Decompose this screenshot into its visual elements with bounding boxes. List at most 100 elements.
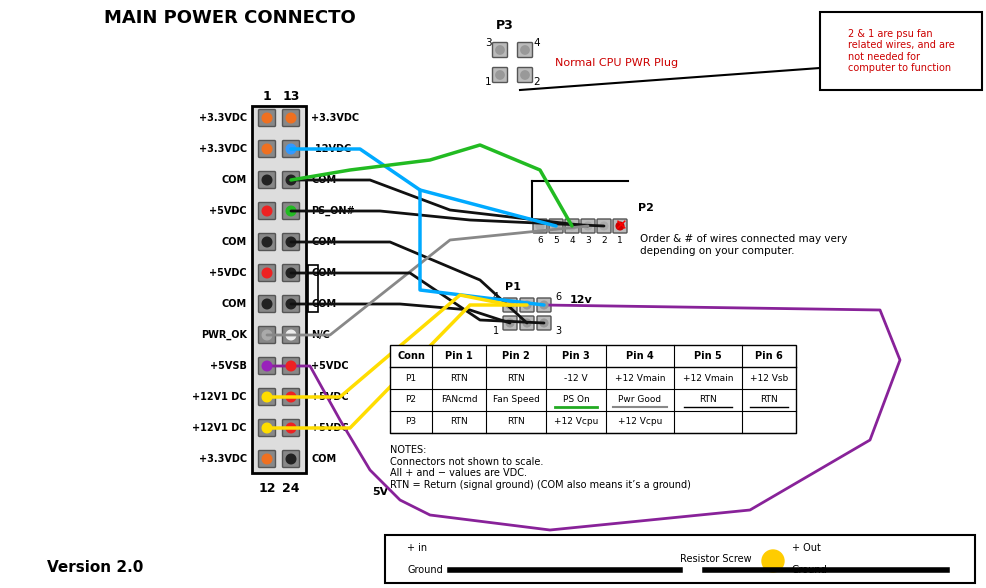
Circle shape bbox=[523, 319, 530, 327]
Circle shape bbox=[539, 319, 547, 327]
FancyBboxPatch shape bbox=[258, 265, 275, 282]
Text: +12 Vcpu: +12 Vcpu bbox=[553, 417, 598, 426]
Text: Fan Speed: Fan Speed bbox=[492, 396, 539, 405]
Text: 1: 1 bbox=[484, 77, 491, 87]
Circle shape bbox=[286, 361, 296, 371]
Text: Ground: Ground bbox=[791, 565, 827, 575]
Text: COM: COM bbox=[311, 175, 336, 185]
Text: P3: P3 bbox=[496, 18, 514, 32]
Circle shape bbox=[551, 222, 559, 230]
Circle shape bbox=[286, 454, 296, 464]
Text: +5VDC: +5VDC bbox=[209, 206, 246, 216]
Text: 3: 3 bbox=[554, 326, 560, 336]
Text: 13: 13 bbox=[282, 89, 300, 102]
Text: +3.3VDC: +3.3VDC bbox=[198, 144, 246, 154]
Circle shape bbox=[262, 144, 271, 154]
FancyBboxPatch shape bbox=[282, 296, 299, 312]
FancyBboxPatch shape bbox=[258, 419, 275, 436]
FancyBboxPatch shape bbox=[258, 109, 275, 126]
FancyBboxPatch shape bbox=[492, 68, 507, 82]
Circle shape bbox=[262, 113, 271, 123]
Text: 4: 4 bbox=[569, 236, 574, 245]
Text: P1: P1 bbox=[405, 373, 416, 383]
Text: PWR_OK: PWR_OK bbox=[201, 330, 246, 340]
Circle shape bbox=[262, 361, 271, 371]
Circle shape bbox=[286, 423, 296, 433]
FancyBboxPatch shape bbox=[258, 450, 275, 467]
Circle shape bbox=[286, 330, 296, 340]
Text: Pin 2: Pin 2 bbox=[502, 351, 529, 361]
Circle shape bbox=[521, 46, 528, 54]
Circle shape bbox=[286, 175, 296, 185]
Text: + Out: + Out bbox=[791, 543, 820, 553]
Text: Order & # of wires connected may very
depending on your computer.: Order & # of wires connected may very de… bbox=[639, 234, 847, 256]
Text: PS_ON#: PS_ON# bbox=[311, 206, 354, 216]
FancyBboxPatch shape bbox=[952, 543, 965, 556]
FancyBboxPatch shape bbox=[282, 233, 299, 250]
Text: +3.3VDC: +3.3VDC bbox=[198, 113, 246, 123]
Text: P2: P2 bbox=[405, 396, 416, 405]
Circle shape bbox=[262, 237, 271, 247]
FancyBboxPatch shape bbox=[532, 219, 546, 233]
FancyBboxPatch shape bbox=[597, 219, 610, 233]
Circle shape bbox=[286, 113, 296, 123]
Text: COM: COM bbox=[222, 175, 246, 185]
FancyBboxPatch shape bbox=[282, 265, 299, 282]
Text: Pin 5: Pin 5 bbox=[693, 351, 721, 361]
FancyBboxPatch shape bbox=[503, 298, 517, 312]
Circle shape bbox=[955, 546, 962, 553]
Circle shape bbox=[286, 392, 296, 402]
Circle shape bbox=[262, 206, 271, 216]
Circle shape bbox=[539, 301, 547, 309]
Text: 2: 2 bbox=[533, 77, 539, 87]
FancyBboxPatch shape bbox=[282, 389, 299, 406]
Text: RTN: RTN bbox=[507, 373, 525, 383]
Text: Conn: Conn bbox=[396, 351, 425, 361]
Text: COM: COM bbox=[311, 237, 336, 247]
FancyBboxPatch shape bbox=[258, 141, 275, 158]
FancyBboxPatch shape bbox=[503, 316, 517, 330]
FancyBboxPatch shape bbox=[388, 563, 401, 576]
Circle shape bbox=[262, 454, 271, 464]
Text: RTN: RTN bbox=[450, 373, 467, 383]
FancyBboxPatch shape bbox=[258, 202, 275, 219]
FancyBboxPatch shape bbox=[258, 172, 275, 189]
FancyBboxPatch shape bbox=[581, 219, 595, 233]
Text: P3: P3 bbox=[405, 417, 416, 426]
Text: 1: 1 bbox=[616, 236, 622, 245]
Circle shape bbox=[286, 237, 296, 247]
Circle shape bbox=[495, 71, 504, 79]
Text: PS On: PS On bbox=[562, 396, 589, 405]
Text: -12 V: -12 V bbox=[564, 373, 588, 383]
Bar bbox=[385, 535, 974, 583]
Text: 12: 12 bbox=[258, 483, 275, 496]
FancyBboxPatch shape bbox=[520, 298, 533, 312]
Circle shape bbox=[286, 268, 296, 278]
Text: +3.3VDC: +3.3VDC bbox=[311, 113, 359, 123]
Text: RTN: RTN bbox=[450, 417, 467, 426]
Circle shape bbox=[262, 175, 271, 185]
FancyBboxPatch shape bbox=[952, 563, 965, 576]
Text: + in: + in bbox=[406, 543, 427, 553]
Text: RTN: RTN bbox=[698, 396, 716, 405]
FancyBboxPatch shape bbox=[282, 419, 299, 436]
Text: +12 Vsb: +12 Vsb bbox=[749, 373, 788, 383]
Text: RTN: RTN bbox=[507, 417, 525, 426]
Circle shape bbox=[506, 319, 514, 327]
Text: COM: COM bbox=[311, 268, 336, 278]
Text: 4: 4 bbox=[533, 38, 539, 48]
FancyBboxPatch shape bbox=[258, 296, 275, 312]
Circle shape bbox=[955, 566, 962, 573]
Circle shape bbox=[391, 566, 398, 573]
Text: 2 & 1 are psu fan
related wires, and are
not needed for
computer to function: 2 & 1 are psu fan related wires, and are… bbox=[847, 29, 953, 74]
Text: +5VDC: +5VDC bbox=[209, 268, 246, 278]
Circle shape bbox=[495, 46, 504, 54]
Circle shape bbox=[286, 206, 296, 216]
Circle shape bbox=[262, 392, 271, 402]
FancyBboxPatch shape bbox=[282, 358, 299, 375]
Circle shape bbox=[521, 71, 528, 79]
Circle shape bbox=[506, 301, 514, 309]
FancyBboxPatch shape bbox=[517, 42, 532, 58]
FancyBboxPatch shape bbox=[388, 543, 401, 556]
FancyBboxPatch shape bbox=[258, 358, 275, 375]
